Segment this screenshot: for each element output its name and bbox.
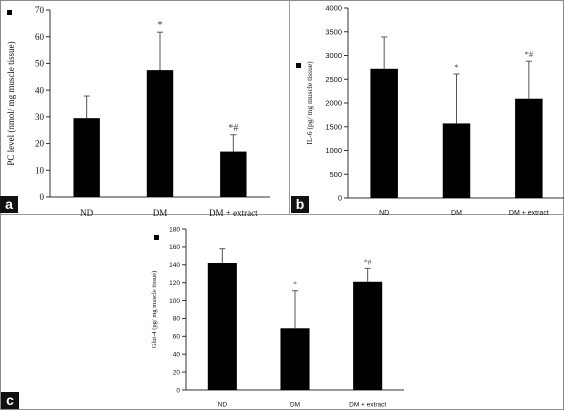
category-label: DM + extract: [509, 210, 549, 217]
y-tick-label: 100: [169, 298, 180, 305]
bar: [442, 123, 471, 198]
bar: [73, 118, 100, 197]
horizontal-divider: [0, 214, 564, 215]
y-tick-label: 500: [329, 170, 342, 179]
significance-label: *#: [228, 123, 238, 134]
category-label: ND: [218, 402, 228, 409]
y-tick-label: 0: [338, 194, 342, 203]
panel-marker-c: [154, 235, 159, 240]
y-tick-label: 40: [35, 85, 45, 95]
y-axis-title: PC level (nmol/ mg muscle tissue): [6, 41, 16, 165]
y-tick-label: 20: [173, 369, 181, 376]
category-label: ND: [80, 208, 93, 218]
category-label: DM + extract: [209, 208, 258, 218]
bar: [146, 70, 174, 197]
bar: [220, 151, 247, 197]
bar: [207, 262, 237, 390]
y-tick-label: 1500: [325, 122, 342, 131]
y-tick-label: 0: [40, 192, 45, 202]
y-tick-label: 70: [35, 5, 45, 15]
panel-label-c: c: [1, 392, 19, 409]
y-tick-label: 30: [35, 112, 45, 122]
y-tick-label: 2500: [325, 75, 342, 84]
bar: [280, 328, 310, 390]
y-tick-label: 2000: [325, 99, 342, 108]
significance-label: *: [293, 280, 297, 289]
significance-label: *#: [525, 49, 534, 59]
y-tick-label: 20: [35, 139, 45, 149]
significance-label: *#: [364, 257, 372, 266]
y-tick-label: 140: [169, 262, 180, 269]
significance-label: *: [454, 62, 458, 72]
y-tick-label: 60: [35, 32, 45, 42]
category-label: DM: [153, 208, 168, 218]
y-tick-label: 50: [35, 59, 45, 69]
panel-marker-b: [296, 63, 301, 68]
y-axis-title: IL-6 (pg/ mg muscle tissue): [305, 61, 314, 145]
y-tick-label: 80: [173, 316, 181, 323]
y-tick-label: 4000: [325, 4, 342, 13]
category-label: DM: [290, 402, 300, 409]
category-label: DM: [451, 210, 462, 217]
y-tick-label: 120: [169, 280, 180, 287]
y-tick-label: 10: [35, 165, 45, 175]
y-tick-label: 60: [173, 334, 181, 341]
bar: [515, 98, 543, 198]
y-tick-label: 40: [173, 351, 181, 358]
panel-marker-a: [7, 10, 12, 15]
y-tick-label: 180: [169, 226, 180, 233]
y-tick-label: 1000: [325, 146, 342, 155]
bar: [353, 281, 383, 390]
y-tick-label: 160: [169, 244, 180, 251]
panel-label-b: b: [291, 196, 309, 213]
panel-label-a: a: [0, 196, 18, 213]
y-axis-title: Glut-4 (pg/ mg muscle tissue): [151, 271, 158, 349]
y-tick-label: 0: [176, 387, 180, 394]
bar: [370, 68, 398, 198]
y-tick-label: 3500: [325, 27, 342, 36]
category-label: DM + extract: [349, 402, 386, 409]
y-tick-label: 3000: [325, 51, 342, 60]
category-label: ND: [379, 210, 389, 217]
significance-label: *: [158, 20, 163, 31]
vertical-divider: [289, 0, 290, 214]
